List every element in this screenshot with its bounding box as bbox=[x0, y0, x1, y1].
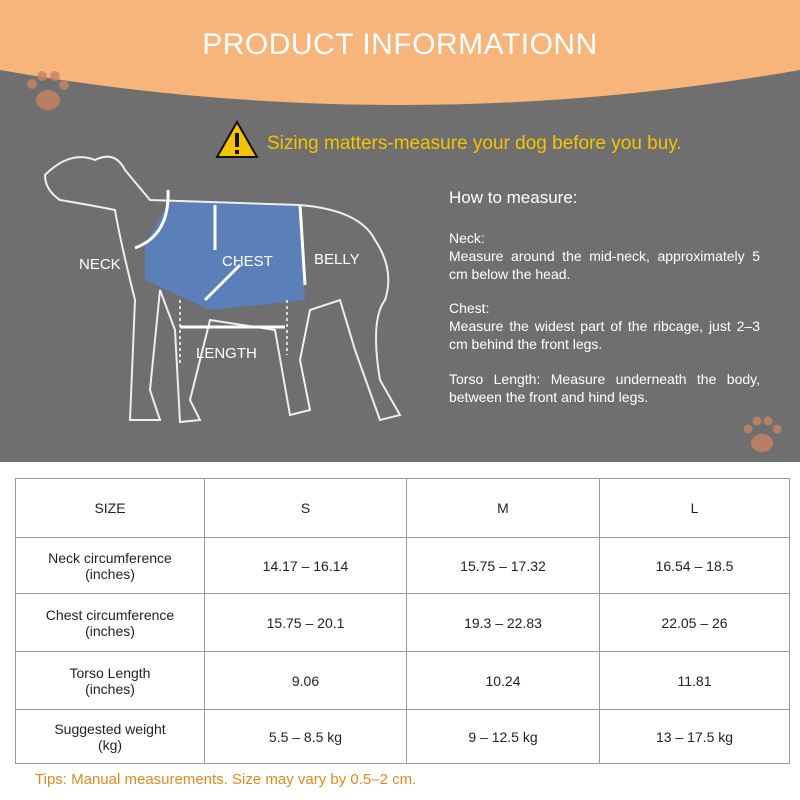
row-label: SIZE bbox=[15, 478, 205, 538]
table-cell: 5.5 – 8.5 kg bbox=[204, 709, 407, 764]
table-row: Chest circumference (inches) 15.75 – 20.1… bbox=[15, 593, 790, 652]
table-cell: 19.3 – 22.83 bbox=[406, 593, 600, 652]
paw-print bbox=[27, 71, 69, 110]
header-banner bbox=[0, 0, 800, 105]
paw-print bbox=[743, 416, 782, 452]
table-cell: S bbox=[204, 478, 407, 538]
diagram-label: LENGTH bbox=[196, 345, 257, 362]
table-cell: 9.06 bbox=[204, 651, 407, 710]
table-cell: 14.17 – 16.14 bbox=[204, 537, 407, 594]
decor bbox=[0, 0, 800, 452]
length-guides bbox=[179, 300, 288, 365]
table-cell: 10.24 bbox=[406, 651, 600, 710]
table-cell: 9 – 12.5 kg bbox=[406, 709, 600, 764]
table-cell: M bbox=[406, 478, 600, 538]
diagram-label: NECK bbox=[79, 256, 121, 273]
warning-text: Sizing matters-measure your dog before y… bbox=[267, 133, 682, 154]
instruction-text: Measure the widest part of the ribcage, … bbox=[449, 318, 760, 352]
size-table: SIZE S M L Neck circumference (inches) 14.17 … bbox=[15, 478, 790, 764]
instruction-text: Torso Length: Measure underneath the bod… bbox=[449, 371, 760, 405]
row-label: Suggested weight (kg) bbox=[15, 709, 205, 764]
table-cell: 15.75 – 17.32 bbox=[406, 537, 600, 594]
header-row: SIZE S M L bbox=[15, 478, 790, 538]
dog-outline bbox=[43, 155, 402, 424]
tips: Tips: Manual measurements. Size may vary… bbox=[35, 771, 417, 788]
instruction-heading: Neck: bbox=[449, 230, 485, 246]
table-row: Torso Length (inches) 9.06 10.24 11.81 bbox=[15, 651, 790, 710]
instructions-title: How to measure: bbox=[449, 188, 578, 207]
instruction: Chest: Measure the widest part of the ri… bbox=[449, 299, 760, 353]
page-title: PRODUCT INFORMATIONN bbox=[202, 28, 598, 61]
table-cell: 13 – 17.5 kg bbox=[599, 709, 790, 764]
vest bbox=[145, 200, 305, 310]
table-cell: 22.05 – 26 bbox=[599, 593, 790, 652]
row-label: Torso Length (inches) bbox=[15, 651, 205, 710]
instruction: Neck: Measure around the mid-neck, appro… bbox=[449, 229, 760, 283]
row-label: Neck circumference (inches) bbox=[15, 537, 205, 594]
instruction-heading: Chest: bbox=[449, 300, 490, 316]
diagram-label: CHEST bbox=[222, 253, 273, 270]
warning-icon bbox=[215, 119, 259, 158]
row-label: Chest circumference (inches) bbox=[15, 593, 205, 652]
measure-arrows bbox=[134, 189, 307, 329]
instruction: Torso Length: Measure underneath the bod… bbox=[449, 370, 760, 406]
table-row: Neck circumference (inches) 14.17 – 16.14… bbox=[15, 537, 790, 594]
diagram-label: BELLY bbox=[314, 251, 360, 268]
instruction-text: Measure around the mid-neck, approximate… bbox=[449, 248, 760, 282]
table-cell: 15.75 – 20.1 bbox=[204, 593, 407, 652]
table-cell: L bbox=[599, 478, 790, 538]
table-row: Suggested weight (kg) 5.5 – 8.5 kg 9 – 12.… bbox=[15, 709, 790, 764]
table-cell: 16.54 – 18.5 bbox=[599, 537, 790, 594]
table-cell: 11.81 bbox=[599, 651, 790, 710]
